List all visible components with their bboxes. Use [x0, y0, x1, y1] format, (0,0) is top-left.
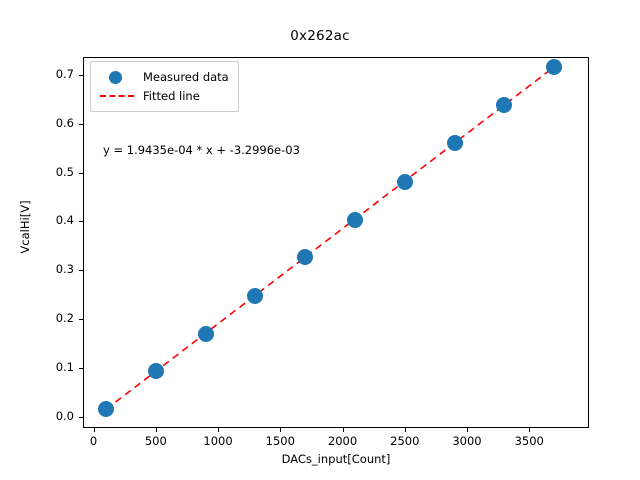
- y-axis-tick-label: 0.6: [55, 115, 74, 130]
- data-point: [98, 401, 115, 418]
- x-axis-tick: [529, 428, 531, 432]
- x-axis-tick-label: 3000: [452, 434, 482, 448]
- y-axis-tick-label: 0.3: [55, 262, 74, 277]
- x-axis-tick: [93, 428, 95, 432]
- y-axis-tick: [79, 74, 83, 76]
- x-axis-tick: [280, 428, 282, 432]
- x-axis-tick-label: 3500: [514, 434, 544, 448]
- legend-item-fitted-line: Fitted line: [100, 86, 229, 105]
- x-axis-tick: [342, 428, 344, 432]
- data-point: [396, 173, 413, 190]
- plot-axes-frame: [83, 57, 589, 428]
- y-axis-tick-label: 0.0: [55, 409, 74, 424]
- y-axis-tick: [79, 123, 83, 125]
- circle-marker-icon: [100, 69, 134, 85]
- x-axis-tick-label: 2000: [327, 434, 358, 448]
- y-axis-tick: [79, 368, 83, 370]
- y-axis-label: VcalHi[V]: [18, 200, 32, 254]
- y-axis-tick-label: 0.7: [55, 66, 74, 81]
- x-axis-tick-label: 500: [144, 434, 167, 448]
- y-axis-tick: [79, 417, 83, 419]
- data-point: [197, 325, 214, 342]
- data-point: [496, 97, 513, 114]
- x-axis-tick-label: 2500: [390, 434, 420, 448]
- x-axis-label: DACs_input[Count]: [281, 452, 391, 466]
- page-title: 0x262ac: [290, 28, 350, 44]
- y-axis-tick: [79, 172, 83, 174]
- fitted-line-segment: [105, 66, 555, 410]
- x-axis-tick-label: 1000: [203, 434, 233, 448]
- y-axis-tick-label: 0.5: [55, 164, 74, 179]
- x-axis-tick: [155, 428, 157, 432]
- plot-area: [83, 57, 589, 428]
- dashed-line-icon: [100, 88, 134, 104]
- x-axis-tick-label: 0: [89, 434, 98, 448]
- y-axis-tick-label: 0.1: [55, 360, 74, 375]
- data-point: [446, 134, 463, 151]
- legend-label-measured-data: Measured data: [143, 69, 229, 84]
- legend: Measured data Fitted line: [90, 61, 239, 112]
- y-axis-tick-label: 0.4: [55, 213, 74, 228]
- y-axis-tick: [79, 319, 83, 321]
- y-axis-tick: [79, 270, 83, 272]
- x-axis-tick: [218, 428, 220, 432]
- x-axis-tick: [404, 428, 406, 432]
- x-axis-tick-label: 1500: [265, 434, 295, 448]
- x-axis-tick: [467, 428, 468, 432]
- data-point: [147, 363, 164, 380]
- data-point: [346, 211, 363, 228]
- y-axis-tick-label: 0.2: [55, 311, 74, 326]
- legend-label-fitted-line: Fitted line: [143, 88, 200, 103]
- legend-item-measured-data: Measured data: [100, 67, 229, 86]
- data-point: [297, 249, 314, 266]
- fitted-line: [105, 66, 555, 410]
- data-point: [546, 58, 563, 75]
- data-point: [247, 287, 264, 304]
- fit-equation-annotation: y = 1.9435e-04 * x + -3.2996e-03: [103, 143, 300, 157]
- y-axis-tick: [79, 221, 83, 223]
